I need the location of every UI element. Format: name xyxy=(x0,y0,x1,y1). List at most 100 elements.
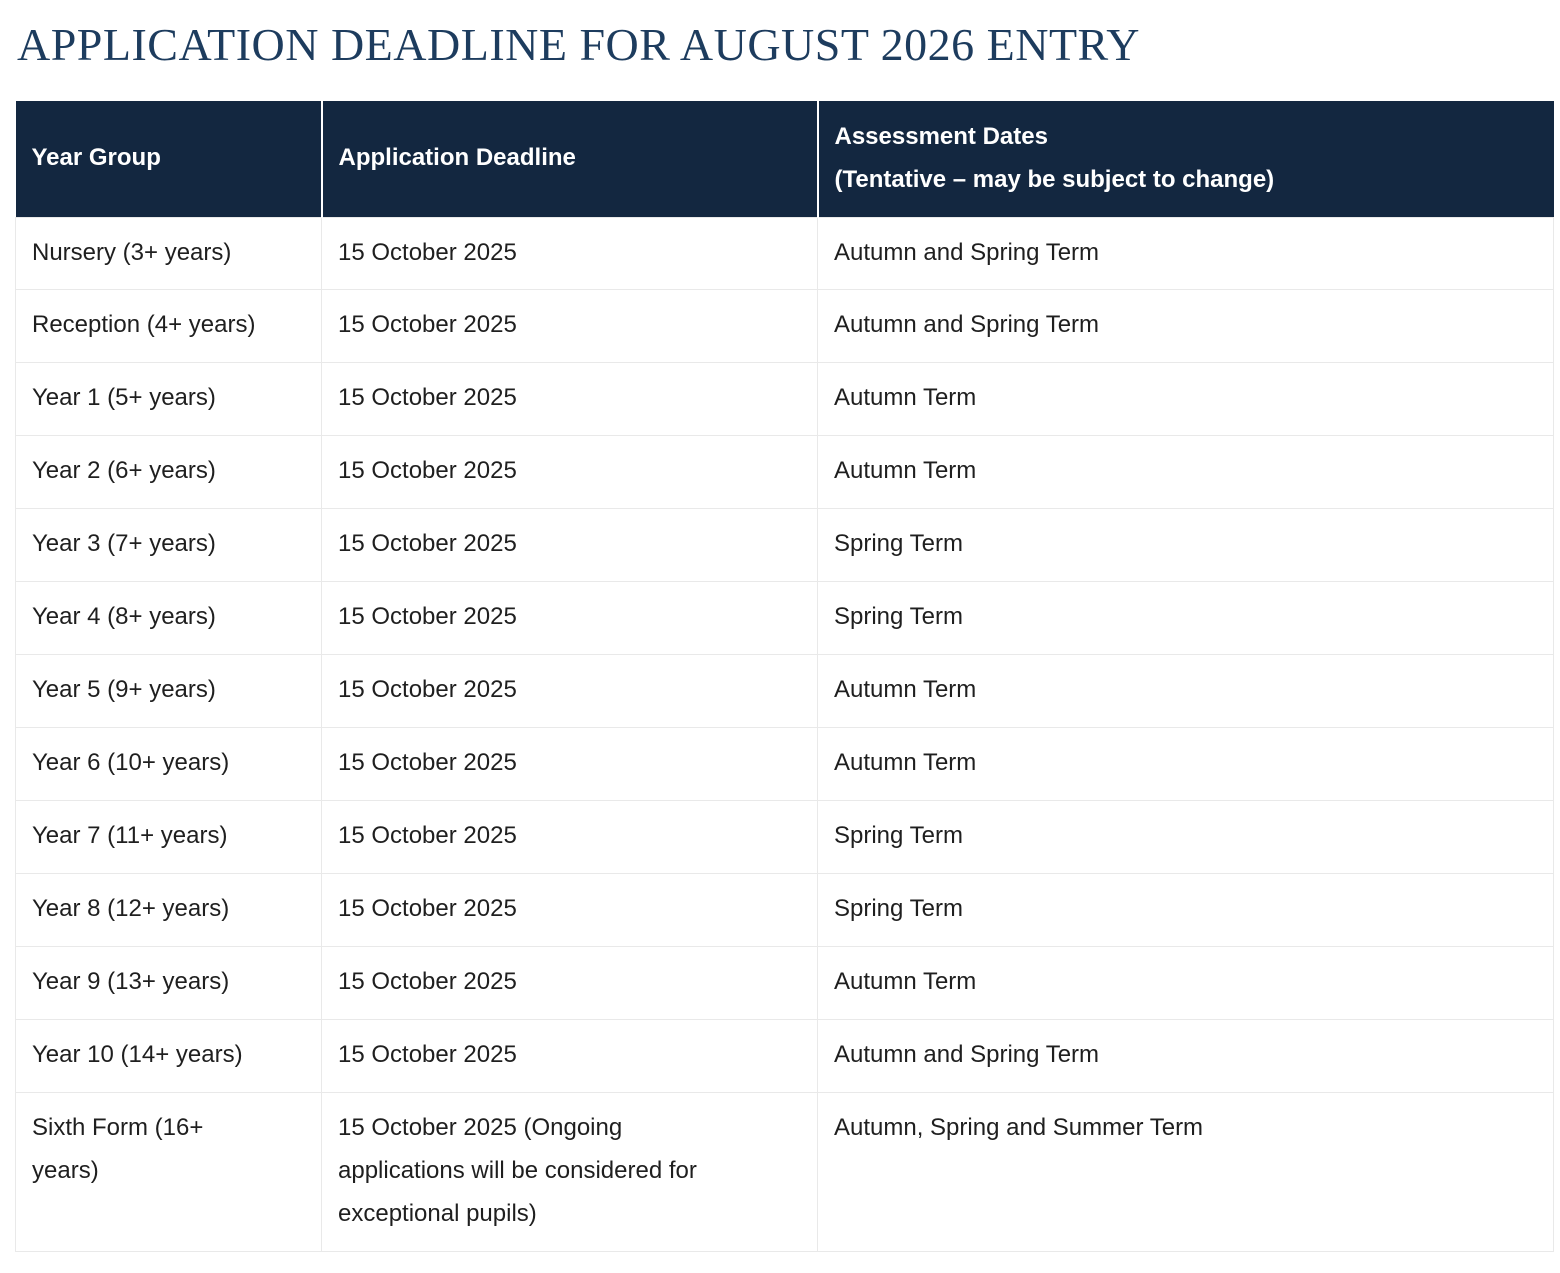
cell-year-group: Year 6 (10+ years) xyxy=(15,727,322,802)
header-label-assessment-dates-note: (Tentative – may be subject to change) xyxy=(834,165,1275,193)
year-group-value: Year 10 (14+ years) xyxy=(32,1040,243,1068)
cell-application-deadline: 15 October 2025 xyxy=(321,581,818,656)
table-row: Year 2 (6+ years) 15 October 2025 Autumn… xyxy=(15,435,1554,510)
year-group-value: Nursery (3+ years) xyxy=(32,238,232,266)
assessment-dates-value: Autumn Term xyxy=(834,676,977,704)
year-group-value: Year 9 (13+ years) xyxy=(32,968,230,996)
assessment-dates-value: Autumn Term xyxy=(834,384,977,412)
table-row: Year 1 (5+ years) 15 October 2025 Autumn… xyxy=(15,362,1554,437)
assessment-dates-value: Autumn Term xyxy=(834,749,977,777)
header-label-assessment-dates: Assessment Dates xyxy=(834,122,1048,150)
application-deadlines-table: Year Group Application Deadline Assessme… xyxy=(15,100,1554,1252)
year-group-value: Reception (4+ years) xyxy=(32,311,256,339)
cell-year-group: Year 8 (12+ years) xyxy=(15,873,322,948)
page-title: APPLICATION DEADLINE FOR AUGUST 2026 ENT… xyxy=(17,19,1140,70)
header-cell-assessment-dates: Assessment Dates (Tentative – may be sub… xyxy=(817,100,1554,217)
cell-application-deadline: 15 October 2025 xyxy=(321,1018,818,1093)
cell-application-deadline: 15 October 2025 xyxy=(321,727,818,802)
table-row: Year 9 (13+ years) 15 October 2025 Autum… xyxy=(15,946,1554,1020)
application-deadline-value: 15 October 2025 xyxy=(338,457,517,485)
cell-assessment-dates: Spring Term xyxy=(817,581,1554,656)
year-group-value: Year 1 (5+ years) xyxy=(32,384,216,412)
assessment-dates-value: Autumn and Spring Term xyxy=(834,1040,1100,1068)
application-deadline-value: 15 October 2025 xyxy=(338,530,517,558)
table-row: Sixth Form (16+ years) 15 October 2025 (… xyxy=(15,1091,1554,1252)
cell-assessment-dates: Spring Term xyxy=(817,800,1554,875)
year-group-value: Year 8 (12+ years) xyxy=(32,895,230,923)
cell-assessment-dates: Autumn and Spring Term xyxy=(817,289,1554,364)
application-deadline-value: 15 October 2025 xyxy=(338,384,517,412)
cell-application-deadline: 15 October 2025 xyxy=(321,435,818,510)
cell-year-group: Year 10 (14+ years) xyxy=(15,1018,322,1093)
cell-assessment-dates: Spring Term xyxy=(817,508,1554,583)
table-row: Year 10 (14+ years) 15 October 2025 Autu… xyxy=(15,1018,1554,1093)
table-row: Year 3 (7+ years) 15 October 2025 Spring… xyxy=(15,508,1554,583)
assessment-dates-value: Spring Term xyxy=(834,530,963,558)
cell-assessment-dates: Autumn Term xyxy=(817,435,1554,510)
application-deadline-value: 15 October 2025 xyxy=(338,895,517,923)
table-row: Year 5 (9+ years) 15 October 2025 Autumn… xyxy=(15,654,1554,729)
cell-application-deadline: 15 October 2025 xyxy=(321,289,818,364)
cell-year-group: Nursery (3+ years) xyxy=(15,216,322,291)
year-group-value: Year 2 (6+ years) xyxy=(32,457,216,485)
cell-application-deadline: 15 October 2025 xyxy=(321,216,818,291)
application-deadline-value: 15 October 2025 xyxy=(338,238,517,266)
table-row: Nursery (3+ years) 15 October 2025 Autum… xyxy=(15,216,1554,291)
cell-assessment-dates: Autumn, Spring and Summer Term xyxy=(817,1091,1554,1252)
application-deadline-value: 15 October 2025 xyxy=(338,1040,517,1068)
table-row: Year 6 (10+ years) 15 October 2025 Autum… xyxy=(15,727,1554,802)
cell-assessment-dates: Autumn and Spring Term xyxy=(817,1018,1554,1093)
application-deadline-value: 15 October 2025 xyxy=(338,968,517,996)
cell-application-deadline: 15 October 2025 xyxy=(321,654,818,729)
application-deadline-value: 15 October 2025 xyxy=(338,822,517,850)
table-header-row: Year Group Application Deadline Assessme… xyxy=(15,100,1554,217)
assessment-dates-value: Autumn, Spring and Summer Term xyxy=(834,1113,1204,1141)
cell-assessment-dates: Autumn and Spring Term xyxy=(817,216,1554,291)
table-row: Year 8 (12+ years) 15 October 2025 Sprin… xyxy=(15,873,1554,948)
cell-assessment-dates: Autumn Term xyxy=(817,654,1554,729)
year-group-value: Year 3 (7+ years) xyxy=(32,530,216,558)
application-deadline-value: 15 October 2025 xyxy=(338,749,517,777)
cell-assessment-dates: Autumn Term xyxy=(817,946,1554,1020)
assessment-dates-value: Spring Term xyxy=(834,822,963,850)
cell-year-group: Year 4 (8+ years) xyxy=(15,581,322,656)
year-group-value: Sixth Form (16+ years) xyxy=(32,1113,204,1184)
header-label-year-group: Year Group xyxy=(31,144,161,172)
application-deadline-value: 15 October 2025 (Ongoing applications wi… xyxy=(338,1113,697,1227)
application-deadline-value: 15 October 2025 xyxy=(338,676,517,704)
application-deadline-value: 15 October 2025 xyxy=(338,311,517,339)
assessment-dates-value: Spring Term xyxy=(834,603,963,631)
cell-application-deadline: 15 October 2025 xyxy=(321,362,818,437)
cell-year-group: Year 3 (7+ years) xyxy=(15,508,322,583)
application-deadline-value: 15 October 2025 xyxy=(338,603,517,631)
table-row: Year 7 (11+ years) 15 October 2025 Sprin… xyxy=(15,800,1554,875)
year-group-value: Year 6 (10+ years) xyxy=(32,749,230,777)
cell-year-group: Year 9 (13+ years) xyxy=(15,946,322,1020)
header-cell-application-deadline: Application Deadline xyxy=(321,100,819,217)
header-cell-year-group: Year Group xyxy=(15,100,323,217)
cell-year-group: Year 7 (11+ years) xyxy=(15,800,322,875)
header-label-application-deadline: Application Deadline xyxy=(338,144,576,172)
table-row: Reception (4+ years) 15 October 2025 Aut… xyxy=(15,289,1554,364)
table-row: Year 4 (8+ years) 15 October 2025 Spring… xyxy=(15,581,1554,656)
cell-year-group: Reception (4+ years) xyxy=(15,289,322,364)
assessment-dates-value: Autumn Term xyxy=(834,457,977,485)
cell-assessment-dates: Autumn Term xyxy=(817,362,1554,437)
year-group-value: Year 7 (11+ years) xyxy=(32,822,228,850)
cell-application-deadline: 15 October 2025 xyxy=(321,873,818,948)
assessment-dates-value: Autumn Term xyxy=(834,968,977,996)
cell-year-group: Year 5 (9+ years) xyxy=(15,654,322,729)
assessment-dates-value: Autumn and Spring Term xyxy=(834,311,1100,339)
cell-application-deadline: 15 October 2025 (Ongoing applications wi… xyxy=(321,1091,818,1252)
cell-year-group: Sixth Form (16+ years) xyxy=(15,1091,322,1252)
cell-year-group: Year 1 (5+ years) xyxy=(15,362,322,437)
cell-application-deadline: 15 October 2025 xyxy=(321,800,818,875)
year-group-value: Year 4 (8+ years) xyxy=(32,603,216,631)
cell-assessment-dates: Autumn Term xyxy=(817,727,1554,802)
cell-application-deadline: 15 October 2025 xyxy=(321,508,818,583)
year-group-value: Year 5 (9+ years) xyxy=(32,676,216,704)
cell-application-deadline: 15 October 2025 xyxy=(321,946,818,1020)
cell-year-group: Year 2 (6+ years) xyxy=(15,435,322,510)
cell-assessment-dates: Spring Term xyxy=(817,873,1554,948)
